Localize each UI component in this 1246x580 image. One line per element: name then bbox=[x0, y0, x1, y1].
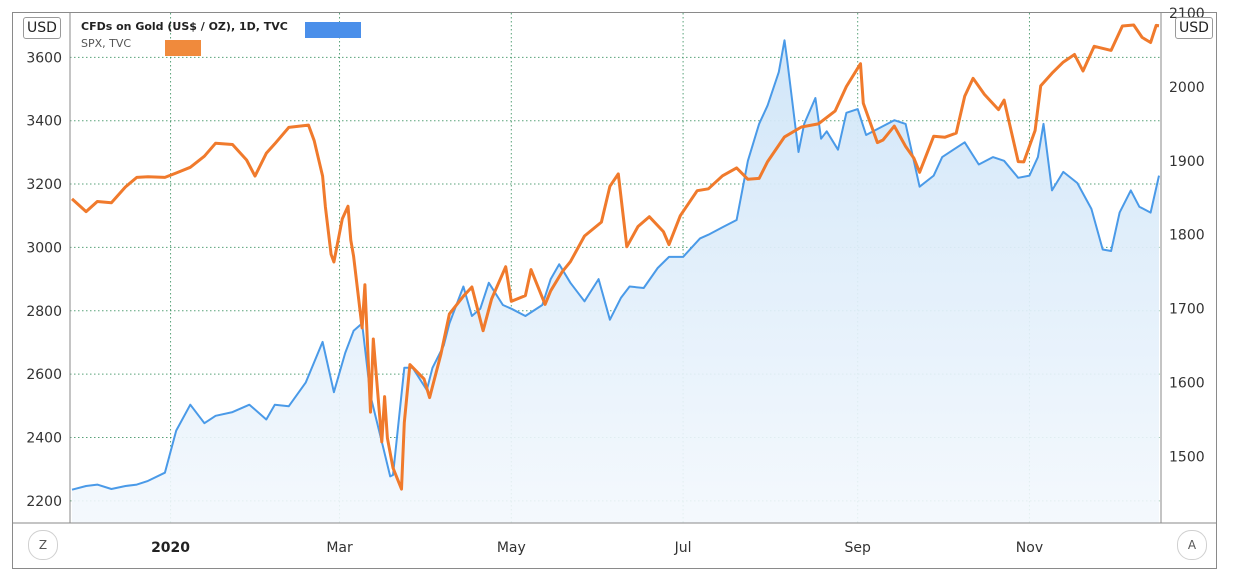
right-tick-label: 1700 bbox=[1169, 302, 1205, 318]
right-tick-label: 1600 bbox=[1169, 376, 1205, 392]
legend-spx-swatch bbox=[165, 40, 201, 56]
scale-a-button[interactable]: A bbox=[1177, 530, 1207, 560]
left-tick-label: 3400 bbox=[26, 114, 62, 130]
left-tick-label: 3000 bbox=[26, 240, 62, 256]
right-axis-unit-label[interactable]: USD bbox=[1175, 17, 1213, 39]
time-tick-label: 2020 bbox=[151, 540, 190, 556]
gold-area-fill bbox=[72, 40, 1159, 523]
legend-gold-swatch bbox=[305, 22, 361, 38]
time-tick-label: Jul bbox=[674, 540, 692, 556]
legend: CFDs on Gold (US$ / OZ), 1D, TVC SPX, TV… bbox=[81, 20, 361, 56]
series-layer bbox=[70, 23, 1160, 523]
right-tick-label: 1900 bbox=[1169, 154, 1205, 170]
right-tick-label: 2000 bbox=[1169, 80, 1205, 96]
time-tick-label: May bbox=[497, 540, 526, 556]
time-tick-label: Nov bbox=[1016, 540, 1043, 556]
legend-spx-label: SPX, TVC bbox=[81, 37, 131, 50]
right-tick-label: 1500 bbox=[1169, 449, 1205, 465]
left-tick-label: 2200 bbox=[26, 494, 62, 510]
left-tick-label: 2800 bbox=[26, 304, 62, 320]
axis-layer bbox=[12, 13, 1217, 524]
legend-gold-label: CFDs on Gold (US$ / OZ), 1D, TVC bbox=[81, 20, 288, 33]
spx-price-line bbox=[70, 23, 1160, 491]
left-tick-label: 3200 bbox=[26, 177, 62, 193]
gold-price-line bbox=[71, 39, 1160, 491]
tick-labels: 2200 2400 2600 2800 3000 3200 3400 3600 1500 1600… bbox=[26, 6, 1204, 556]
left-tick-label: 3600 bbox=[26, 50, 62, 66]
scale-z-button[interactable]: Z bbox=[28, 530, 58, 560]
time-tick-label: Sep bbox=[844, 540, 871, 556]
right-tick-label: 1800 bbox=[1169, 228, 1205, 244]
time-tick-label: Mar bbox=[326, 540, 353, 556]
left-tick-label: 2400 bbox=[26, 430, 62, 446]
left-axis-unit-label[interactable]: USD bbox=[23, 17, 61, 39]
left-tick-label: 2600 bbox=[26, 367, 62, 383]
